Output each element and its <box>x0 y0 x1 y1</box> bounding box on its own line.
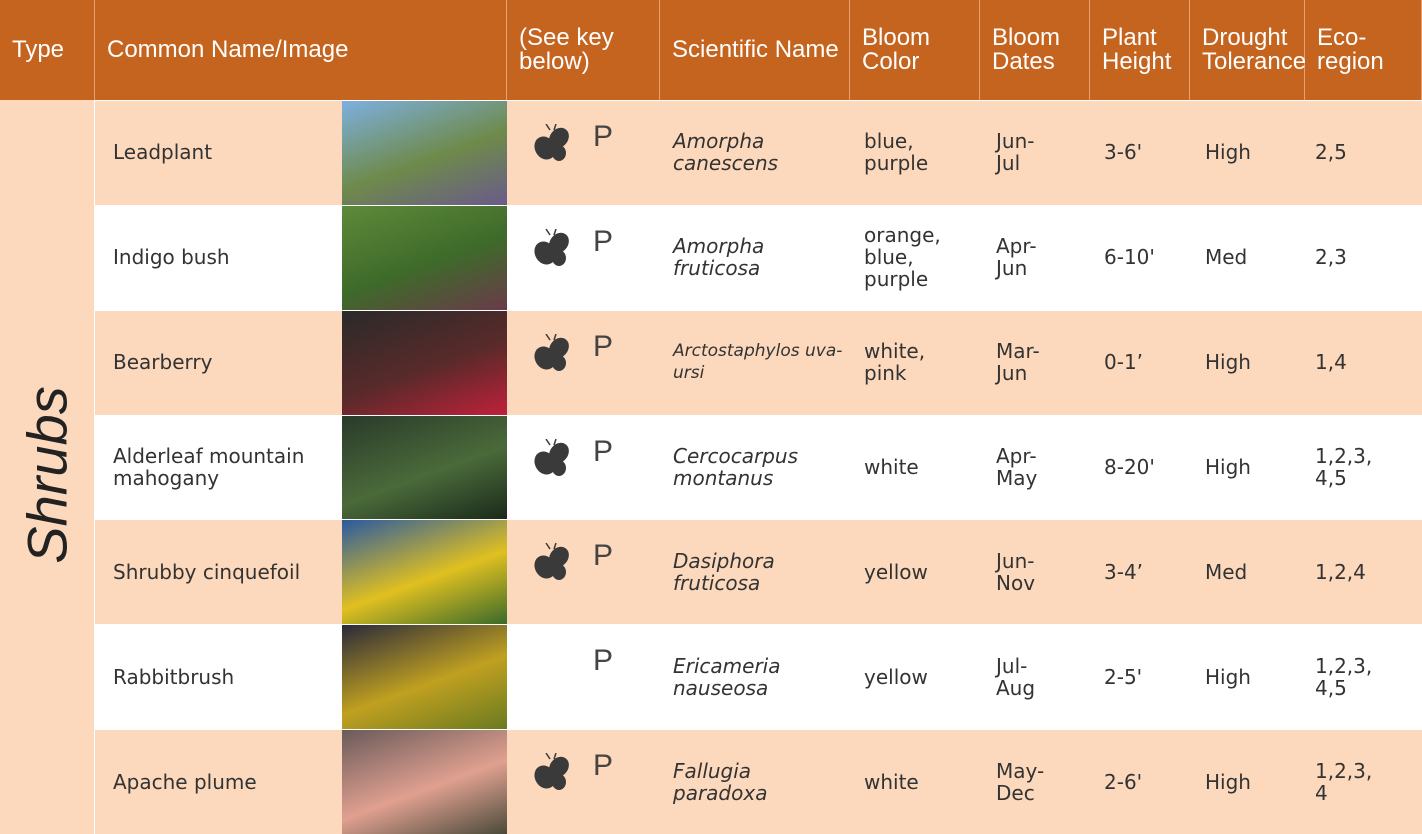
header-cell: Eco-region <box>1305 0 1422 100</box>
key-letter: P <box>593 120 614 153</box>
header-text: Eco-region <box>1317 24 1384 75</box>
common-name: Indigo bush <box>113 245 230 270</box>
plant-image <box>342 101 507 205</box>
bloom-color: yellow <box>864 664 928 689</box>
key-letter: P <box>593 329 614 363</box>
header-text: Type <box>12 36 65 63</box>
type-label: Shrubs <box>15 386 79 564</box>
type-column <box>0 100 95 834</box>
header-text: Drought Tolerance <box>1202 24 1307 75</box>
plant-image <box>342 205 507 310</box>
plant-height: 2-6' <box>1104 769 1143 794</box>
ecoregion: 1,2,3,4,5 <box>1315 443 1373 490</box>
row-background <box>95 624 1422 730</box>
common-name: Bearberry <box>113 350 213 375</box>
plant-image <box>342 520 507 625</box>
bloom-dates: Apr-Jun <box>996 234 1037 281</box>
header-text: Scientific Name <box>672 36 839 63</box>
key-letter: P <box>593 749 614 783</box>
plant-image <box>342 625 507 730</box>
bloom-color: white <box>864 769 919 794</box>
row-background <box>95 204 1422 310</box>
header-cell: Scientific Name <box>660 0 850 100</box>
row-background <box>95 414 1422 520</box>
header-text: Common Name/Image <box>107 36 349 63</box>
bloom-dates: Jun-Jul <box>996 129 1035 176</box>
ecoregion: 2,3 <box>1315 245 1347 270</box>
scientific-name: Ericameria nauseosa <box>673 653 781 700</box>
plant-height: 3-6' <box>1104 140 1143 165</box>
scientific-name: Cercocarpus montanus <box>673 443 798 490</box>
row-background <box>95 729 1422 834</box>
bloom-dates: Mar-Jun <box>996 339 1040 386</box>
bloom-dates: Apr-May <box>996 443 1038 490</box>
row-background <box>95 100 1422 205</box>
header-cell: Plant Height <box>1090 0 1190 100</box>
bloom-color: blue, purple <box>864 129 929 176</box>
header-cell: Common Name/Image <box>95 0 507 100</box>
header-cell: Drought Tolerance <box>1190 0 1307 100</box>
butterfly-icon <box>534 543 569 581</box>
header-cell: Type <box>0 0 95 100</box>
header-cell: Bloom Dates <box>980 0 1090 100</box>
bloom-dates: Jul-Aug <box>996 653 1036 700</box>
common-name: Apache plume <box>113 769 257 794</box>
plant-height: 6-10' <box>1104 245 1155 270</box>
plant-image <box>342 310 507 415</box>
ecoregion: 1,2,3,4 <box>1315 758 1373 805</box>
scientific-name: Amorpha fruticosa <box>673 234 765 281</box>
butterfly-icon <box>534 753 569 791</box>
bloom-color: white <box>864 454 919 479</box>
header-cell: (See key below) <box>507 0 660 100</box>
plant-height: 0-1’ <box>1104 350 1144 375</box>
drought-tolerance: High <box>1205 769 1251 794</box>
common-name: Shrubby cinquefoil <box>113 559 301 584</box>
drought-tolerance: High <box>1205 350 1251 375</box>
butterfly-icon <box>534 438 569 476</box>
drought-tolerance: Med <box>1205 245 1248 270</box>
scientific-name: Fallugia paradoxa <box>673 758 768 805</box>
bloom-color: orange, blue, purple <box>864 223 941 292</box>
common-name: Rabbitbrush <box>113 664 235 689</box>
ecoregion: 2,5 <box>1315 140 1347 165</box>
drought-tolerance: High <box>1205 140 1251 165</box>
header-text: Plant Height <box>1102 24 1172 75</box>
header-text: Bloom Dates <box>992 24 1061 75</box>
key-letter: P <box>593 434 614 468</box>
row-background <box>95 309 1422 415</box>
key-letter: P <box>593 644 614 678</box>
common-name: Leadplant <box>113 140 213 165</box>
plant-height: 2-5' <box>1104 664 1143 689</box>
plant-height: 8-20' <box>1104 454 1155 479</box>
butterfly-icon <box>534 228 569 266</box>
bloom-dates: May-Dec <box>996 758 1045 805</box>
scientific-name: Arctostaphylos uva-ursi <box>673 341 843 384</box>
butterfly-icon <box>534 333 569 371</box>
drought-tolerance: High <box>1205 454 1251 479</box>
bloom-color: white, pink <box>864 339 926 386</box>
key-letter: P <box>593 224 614 258</box>
ecoregion: 1,2,3,4,5 <box>1315 653 1373 700</box>
row-background <box>95 519 1422 625</box>
drought-tolerance: Med <box>1205 559 1248 584</box>
common-name: Alderleaf mountain mahogany <box>113 443 305 490</box>
key-letter: P <box>593 539 614 573</box>
bloom-color: yellow <box>864 559 928 584</box>
scientific-name: Amorpha canescens <box>673 129 779 176</box>
plant-height: 3-4’ <box>1104 559 1144 584</box>
header-text: Bloom Color <box>862 24 931 75</box>
scientific-name: Dasiphora fruticosa <box>673 548 775 595</box>
plant-image <box>342 730 507 834</box>
ecoregion: 1,2,4 <box>1315 559 1366 584</box>
bloom-dates: Jun-Nov <box>996 548 1036 595</box>
ecoregion: 1,4 <box>1315 350 1347 375</box>
plant-image <box>342 415 507 520</box>
drought-tolerance: High <box>1205 664 1251 689</box>
header-text: (See key below) <box>519 24 614 75</box>
butterfly-icon <box>534 124 569 161</box>
header-cell: Bloom Color <box>850 0 980 100</box>
